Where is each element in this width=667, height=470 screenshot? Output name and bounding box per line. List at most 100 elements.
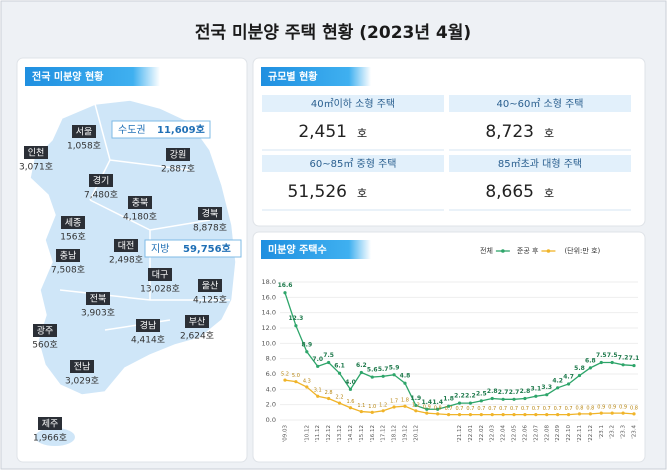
value-label: 0.9	[597, 405, 605, 411]
point	[327, 396, 331, 401]
region-tag	[24, 146, 48, 159]
x-tick-label: '22.01	[468, 425, 474, 442]
y-tick-label: 8.0	[266, 355, 276, 363]
region-value: 3,903호	[81, 308, 115, 319]
value-label: 4.3	[303, 379, 311, 385]
region-name: 전북	[90, 294, 107, 305]
value-label: 4.8	[400, 373, 411, 380]
point	[632, 363, 636, 368]
point	[305, 385, 309, 389]
region-value: 2,624호	[180, 331, 214, 342]
size-label-band	[262, 95, 444, 112]
x-tick-label: '23.1	[599, 425, 605, 439]
point	[359, 409, 363, 414]
value-label: 7.5	[596, 352, 607, 359]
region-value: 4,180호	[123, 212, 157, 223]
point	[305, 350, 309, 354]
value-label: 1.2	[379, 402, 387, 408]
region-name: 경남	[140, 320, 157, 332]
value-label: 1.9	[411, 395, 422, 402]
y-tick-label: 18.0	[262, 278, 276, 286]
legend-dot	[546, 249, 551, 253]
value-label: 0.8	[575, 405, 583, 411]
size-unit: 호	[357, 187, 367, 200]
value-label: 0.7	[532, 406, 540, 412]
value-label: 2.2	[336, 395, 344, 401]
capital-box	[111, 120, 211, 139]
region-tag	[86, 292, 110, 305]
size-label: 40~60㎡ 소형 주택	[497, 98, 584, 110]
point	[588, 412, 592, 416]
point	[457, 413, 462, 417]
region-tag	[70, 360, 94, 373]
point	[414, 409, 418, 413]
size-value: 8,723	[485, 122, 534, 142]
region-name: 울산	[202, 281, 219, 292]
x-tick-label: '23.2	[610, 425, 616, 439]
capital-label: 수도권	[118, 124, 146, 136]
value-label: 0.7	[488, 406, 496, 412]
x-tick-label: '17.12	[381, 425, 387, 442]
region-name: 전남	[74, 362, 91, 373]
region-value: 3,029호	[65, 376, 99, 387]
y-tick-label: 12.0	[262, 324, 276, 332]
size-label: 85㎡초과 대형 주택	[498, 158, 582, 170]
point	[446, 404, 451, 408]
region-tag	[185, 315, 209, 328]
value-label: 2.2	[465, 393, 476, 400]
point	[523, 396, 527, 401]
x-tick-label: '12.12	[326, 425, 332, 442]
region-value: 1,966호	[33, 433, 67, 444]
region-tag	[198, 279, 222, 292]
size-label-band	[449, 95, 631, 112]
value-label: 6.2	[356, 362, 367, 369]
point	[599, 411, 603, 415]
x-tick-label: '09.03	[283, 425, 289, 443]
region-name: 광주	[37, 325, 54, 337]
x-tick-label: '22.06	[522, 425, 528, 443]
region-name: 부산	[189, 317, 206, 328]
region-tag	[89, 174, 113, 187]
value-label: 4.7	[563, 373, 574, 380]
x-tick-label: '23.3	[621, 425, 627, 439]
value-label: 2.8	[325, 390, 333, 396]
region-value: 4,125호	[193, 295, 227, 306]
point	[316, 364, 320, 368]
region-value: 13,028호	[140, 284, 180, 295]
size-unit: 호	[544, 187, 554, 200]
value-label: 0.8	[630, 405, 638, 411]
local-label: 지방	[151, 243, 169, 255]
value-label: 5.0	[292, 373, 300, 379]
size-label: 40㎡이하 소형 주택	[311, 97, 395, 110]
point	[534, 413, 538, 417]
value-label: 2.7	[498, 389, 509, 396]
region-value: 7,480호	[84, 190, 118, 201]
size-unit: 호	[357, 127, 367, 140]
point	[512, 413, 516, 417]
point	[294, 380, 298, 384]
x-tick-label: '13.12	[337, 425, 343, 442]
value-label: 5.8	[574, 365, 585, 372]
region-value: 560호	[32, 340, 57, 351]
size-label: 60~85㎡ 중형 주택	[310, 158, 397, 170]
point	[468, 413, 473, 417]
value-label: 1.4	[421, 399, 432, 406]
x-tick-label: '22.04	[501, 425, 507, 443]
x-tick-label: '10.12	[304, 425, 310, 442]
value-label: 5.6	[367, 367, 378, 374]
y-tick-label: 6.0	[266, 370, 276, 378]
value-label: 3.3	[541, 384, 552, 391]
x-tick-label: '22.10	[566, 425, 572, 443]
value-label: 4.0	[345, 379, 356, 386]
region-tag	[38, 417, 62, 430]
value-label: 1.6	[346, 399, 354, 405]
value-label: 7.0	[312, 356, 323, 363]
y-tick-label: 0.0	[266, 416, 276, 424]
point	[381, 409, 385, 413]
point	[468, 401, 473, 405]
point	[632, 412, 636, 416]
value-label: 7.2	[618, 354, 629, 361]
region-value: 1,058호	[67, 141, 101, 152]
region-name: 서울	[76, 127, 93, 138]
